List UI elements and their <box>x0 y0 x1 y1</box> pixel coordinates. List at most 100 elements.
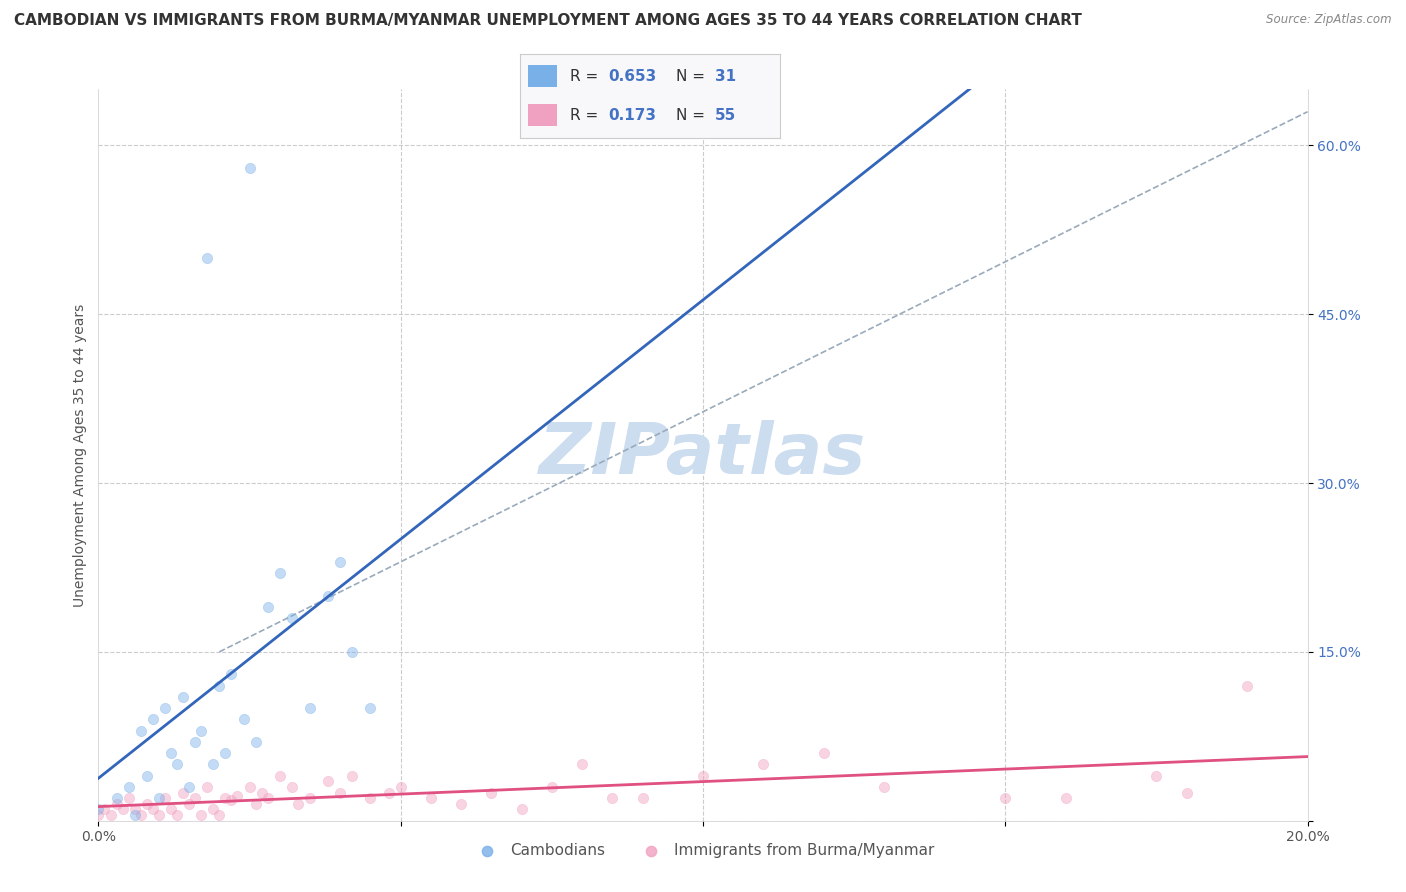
Point <box>160 802 183 816</box>
Point <box>129 808 152 822</box>
Point <box>184 735 207 749</box>
Point <box>329 555 352 569</box>
Point <box>256 791 278 805</box>
Point <box>269 566 291 580</box>
Point <box>571 757 593 772</box>
Point <box>124 808 146 822</box>
Point <box>135 797 157 811</box>
FancyBboxPatch shape <box>529 104 557 127</box>
Point <box>142 712 165 726</box>
FancyBboxPatch shape <box>529 65 557 87</box>
Point <box>87 802 110 816</box>
Point <box>214 791 236 805</box>
Point <box>166 808 188 822</box>
Point <box>299 791 322 805</box>
Point <box>813 746 835 760</box>
Point <box>160 746 183 760</box>
Point <box>540 780 562 794</box>
Point <box>450 797 472 811</box>
Point <box>245 797 267 811</box>
Point <box>100 808 122 822</box>
Point <box>420 791 443 805</box>
Text: 0.653: 0.653 <box>609 69 657 84</box>
Point <box>269 769 291 783</box>
Point <box>105 791 128 805</box>
Point <box>873 780 896 794</box>
Point <box>111 802 134 816</box>
Point <box>245 735 267 749</box>
Point <box>118 791 141 805</box>
Text: R =: R = <box>569 69 603 84</box>
Point <box>195 780 218 794</box>
Point <box>389 780 412 794</box>
Point <box>239 161 262 175</box>
Text: N =: N = <box>676 69 710 84</box>
Point <box>129 723 152 738</box>
Point <box>692 769 714 783</box>
Point <box>299 701 322 715</box>
Point <box>172 690 194 704</box>
Text: N =: N = <box>676 108 710 123</box>
Point <box>342 769 364 783</box>
Point <box>360 701 382 715</box>
Point <box>232 712 254 726</box>
Point <box>631 791 654 805</box>
Point <box>208 808 231 822</box>
Point <box>93 802 115 816</box>
Point <box>752 757 775 772</box>
Y-axis label: Unemployment Among Ages 35 to 44 years: Unemployment Among Ages 35 to 44 years <box>73 303 87 607</box>
Point <box>281 780 304 794</box>
Point <box>195 251 218 265</box>
Point <box>135 769 157 783</box>
Point <box>142 802 165 816</box>
Point <box>208 679 231 693</box>
Point <box>342 645 364 659</box>
Point <box>221 667 243 681</box>
Point <box>1144 769 1167 783</box>
Point <box>166 757 188 772</box>
Point <box>316 774 339 789</box>
Point <box>124 802 146 816</box>
Point <box>256 599 278 614</box>
Point <box>148 791 170 805</box>
Point <box>184 791 207 805</box>
Point <box>1054 791 1077 805</box>
Point <box>329 785 352 799</box>
Point <box>510 802 533 816</box>
Point <box>226 789 249 803</box>
Point <box>287 797 309 811</box>
Text: R =: R = <box>569 108 603 123</box>
Text: 55: 55 <box>716 108 737 123</box>
Point <box>118 780 141 794</box>
Point <box>994 791 1017 805</box>
Point <box>214 746 236 760</box>
Point <box>190 723 212 738</box>
Point <box>239 780 262 794</box>
Text: 31: 31 <box>716 69 737 84</box>
Point <box>602 791 624 805</box>
Point <box>153 701 176 715</box>
Point <box>481 785 503 799</box>
Point <box>172 785 194 799</box>
Point <box>190 808 212 822</box>
Text: Source: ZipAtlas.com: Source: ZipAtlas.com <box>1267 13 1392 27</box>
Point <box>87 808 110 822</box>
Text: ZIPatlas: ZIPatlas <box>540 420 866 490</box>
Point <box>202 802 225 816</box>
Point <box>221 793 243 807</box>
Point <box>250 785 273 799</box>
Point <box>377 785 399 799</box>
Point <box>360 791 382 805</box>
Point <box>153 791 176 805</box>
Point <box>281 611 304 625</box>
Point <box>316 589 339 603</box>
Point <box>179 780 201 794</box>
Point <box>148 808 170 822</box>
Text: 0.173: 0.173 <box>609 108 657 123</box>
Point <box>1236 679 1258 693</box>
Point <box>179 797 201 811</box>
Legend: Cambodians, Immigrants from Burma/Myanmar: Cambodians, Immigrants from Burma/Myanma… <box>465 837 941 864</box>
Point <box>105 797 128 811</box>
Point <box>1175 785 1198 799</box>
Text: CAMBODIAN VS IMMIGRANTS FROM BURMA/MYANMAR UNEMPLOYMENT AMONG AGES 35 TO 44 YEAR: CAMBODIAN VS IMMIGRANTS FROM BURMA/MYANM… <box>14 13 1083 29</box>
